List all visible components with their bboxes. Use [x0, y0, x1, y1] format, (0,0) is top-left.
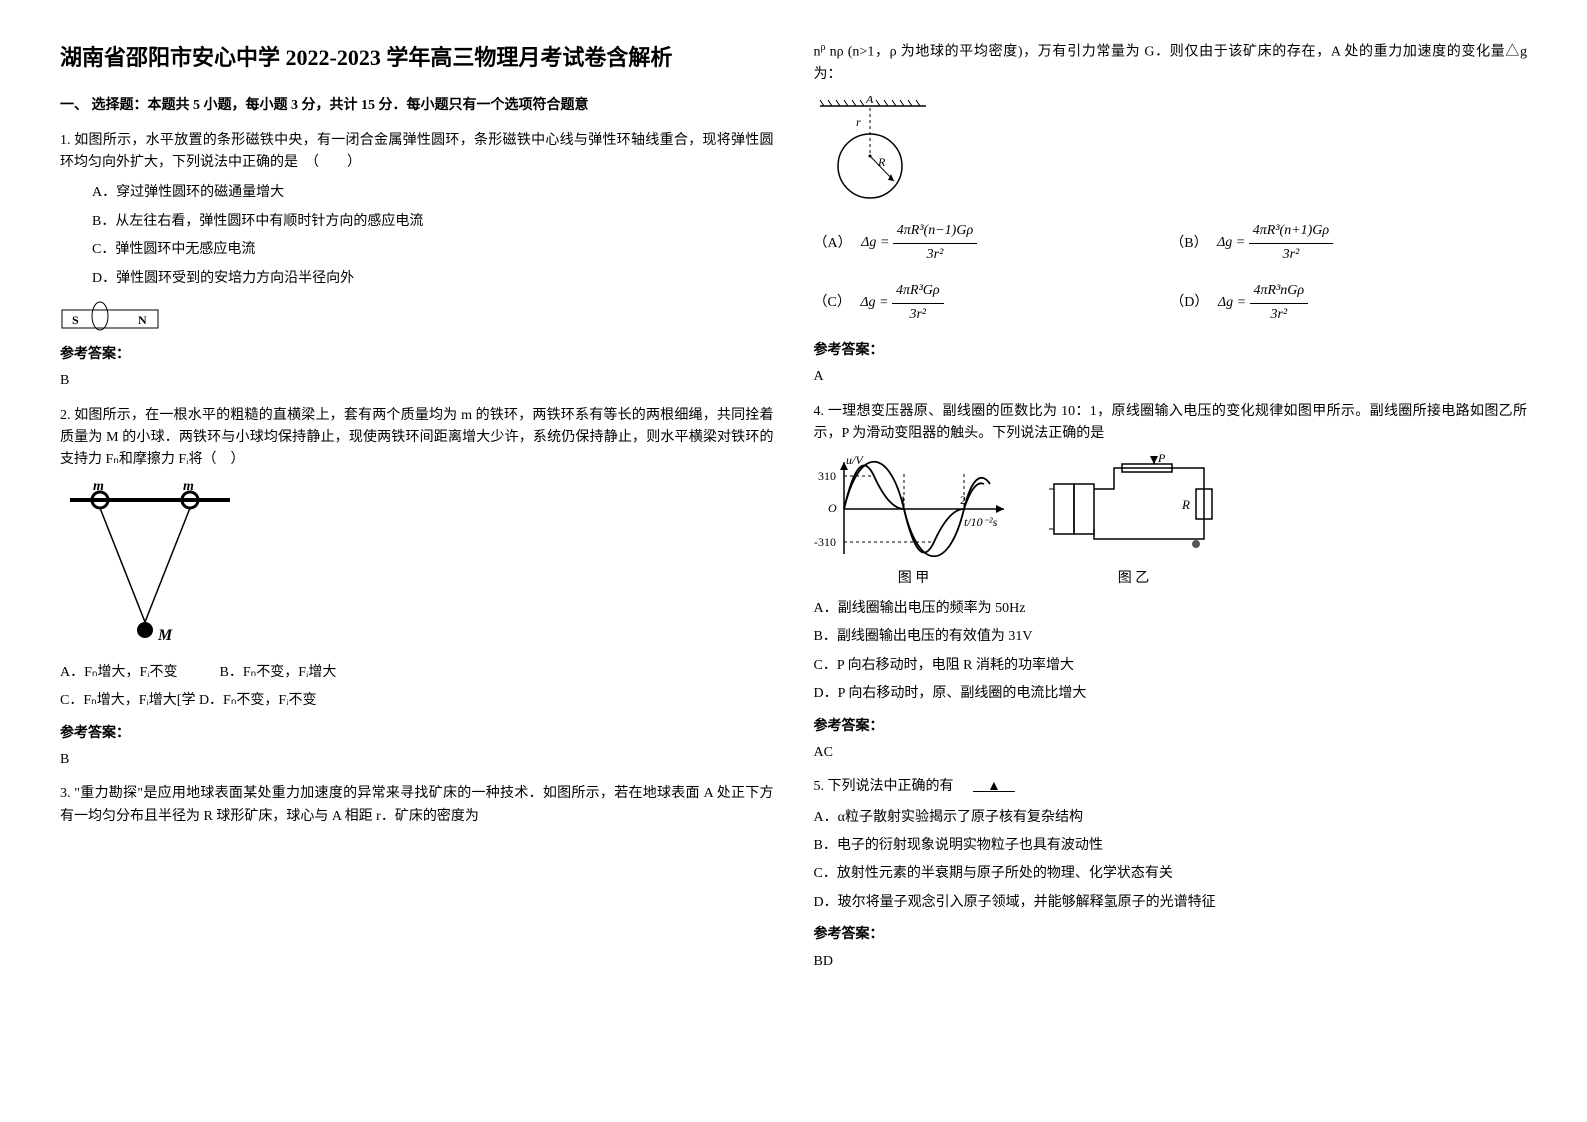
q2-ref-label: 参考答案：	[60, 723, 774, 745]
q3-stem-part2-text: nρ (n>1，ρ 为地球的平均密度)，万有引力常量为 G．则仅由于该矿床的存在…	[814, 45, 1528, 82]
q3-optC-den: 3r²	[892, 304, 944, 326]
q4-answer: AC	[814, 742, 1528, 764]
q3-optB-label: （B）	[1170, 236, 1207, 251]
q5-answer: BD	[814, 951, 1528, 973]
q5-blank-fill: ▲	[987, 779, 1001, 794]
q1-option-d: D．弹性圆环受到的安培力方向沿半径向外	[92, 268, 774, 290]
q4-ref-label: 参考答案：	[814, 716, 1528, 738]
q2-figure: m m M	[60, 482, 774, 652]
q3-optB-num: 4πR³(n+1)Gρ	[1249, 220, 1333, 243]
q3-optA-den: 3r²	[893, 244, 977, 266]
q2-stem: 2. 如图所示，在一根水平的粗糙的直横梁上，套有两个质量均为 m 的铁环，两铁环…	[60, 405, 774, 472]
q4-ytick-pos: 310	[818, 469, 836, 483]
q1-fig-n: N	[138, 313, 147, 327]
q3-delta-c: Δg =	[860, 295, 892, 310]
q3-stem-part1: 3. "重力勘探"是应用地球表面某处重力加速度的异常来寻找矿床的一种技术．如图所…	[60, 783, 774, 828]
q4-xlabel: t/10⁻²s	[964, 515, 998, 529]
q3-frac-a: 4πR³(n−1)Gρ 3r²	[893, 220, 977, 266]
q3-option-d: （D） Δg = 4πR³nGρ 3r²	[1170, 280, 1527, 326]
q3-frac-b: 4πR³(n+1)Gρ 3r²	[1249, 220, 1333, 266]
q2-fig-m1: m	[93, 482, 104, 494]
q1-figure: S N	[60, 300, 774, 334]
q1-stem: 1. 如图所示，水平放置的条形磁铁中央，有一闭合金属弹性圆环，条形磁铁中心线与弹…	[60, 130, 774, 175]
q3-option-a: （A） Δg = 4πR³(n−1)Gρ 3r²	[814, 220, 1171, 266]
q3-optB-den: 3r²	[1249, 244, 1333, 266]
q3-optD-num: 4πR³nGρ	[1250, 280, 1309, 303]
q3-optD-label: （D）	[1170, 295, 1208, 310]
q3-optD-den: 3r²	[1250, 304, 1309, 326]
q3-frac-c: 4πR³Gρ 3r²	[892, 280, 944, 326]
q3-formula-row-1: （A） Δg = 4πR³(n−1)Gρ 3r² （B） Δg = 4πR³(n…	[814, 220, 1528, 266]
q3-optC-num: 4πR³Gρ	[892, 280, 944, 303]
q4-ylabel: u/V	[846, 454, 864, 467]
q3-optA-label: （A）	[814, 236, 852, 251]
q5-ref-label: 参考答案：	[814, 924, 1528, 946]
q5-option-b: B．电子的衍射现象说明实物粒子也具有波动性	[814, 835, 1528, 857]
q1-option-a: A．穿过弹性圆环的磁通量增大	[92, 182, 774, 204]
q5-option-c: C．放射性元素的半衰期与原子所处的物理、化学状态有关	[814, 863, 1528, 885]
q4-origin: O	[828, 501, 837, 515]
q5-option-a: A．α粒子散射实验揭示了原子核有复杂结构	[814, 807, 1528, 829]
q3-delta-b: Δg =	[1217, 236, 1249, 251]
q3-optA-num: 4πR³(n−1)Gρ	[893, 220, 977, 243]
q1-ref-label: 参考答案：	[60, 344, 774, 366]
q2-options-line1: A．Fₙ增大，Fᵢ不变 B．Fₙ不变，Fᵢ增大	[60, 662, 774, 684]
q1-option-c: C．弹性圆环中无感应电流	[92, 239, 774, 261]
q4-caption-yi: 图 乙	[1044, 568, 1224, 590]
q3-fig-big-r: R	[877, 155, 886, 169]
q4-ytick-neg: -310	[814, 535, 836, 549]
q5-option-d: D．玻尔将量子观念引入原子领域，并能够解释氢原子的光谱特征	[814, 892, 1528, 914]
q3-fig-r: r	[856, 115, 861, 129]
q4-circuit-r: R	[1181, 497, 1190, 512]
left-column: 湖南省邵阳市安心中学 2022-2023 学年高三物理月考试卷含解析 一、 选择…	[60, 40, 774, 985]
q4-circuit-p: P	[1157, 454, 1166, 465]
q3-delta-a: Δg =	[861, 236, 893, 251]
q4-option-d: D．P 向右移动时，原、副线圈的电流比增大	[814, 683, 1528, 705]
q1-fig-s: S	[72, 313, 79, 327]
q3-option-c: （C） Δg = 4πR³Gρ 3r²	[814, 280, 1171, 326]
q4-caption-jia: 图 甲	[814, 568, 1014, 590]
q4-stem: 4. 一理想变压器原、副线圈的匝数比为 10：1，原线圈输入电压的变化规律如图甲…	[814, 401, 1528, 446]
page-title: 湖南省邵阳市安心中学 2022-2023 学年高三物理月考试卷含解析	[60, 40, 774, 75]
q3-ref-label: 参考答案：	[814, 340, 1528, 362]
right-column: nρ nρ (n>1，ρ 为地球的平均密度)，万有引力常量为 G．则仅由于该矿床…	[814, 40, 1528, 985]
q5-stem-prefix: 5. 下列说法中正确的有	[814, 779, 958, 794]
q5-blank: ▲	[957, 779, 1031, 794]
q2-answer: B	[60, 749, 774, 771]
q3-delta-d: Δg =	[1218, 295, 1250, 310]
q2-fig-big-m: M	[157, 627, 173, 644]
q4-circuit-yi: P R 图 乙	[1044, 454, 1224, 590]
q5-stem: 5. 下列说法中正确的有 ▲	[814, 776, 1528, 798]
section-1-header: 一、 选择题：本题共 5 小题，每小题 3 分，共计 15 分．每小题只有一个选…	[60, 95, 774, 117]
q1-answer: B	[60, 370, 774, 392]
q3-option-b: （B） Δg = 4πR³(n+1)Gρ 3r²	[1170, 220, 1527, 266]
q3-stem-part2: nρ nρ (n>1，ρ 为地球的平均密度)，万有引力常量为 G．则仅由于该矿床…	[814, 40, 1528, 86]
q3-figure: A r R	[814, 96, 1528, 206]
q3-answer: A	[814, 366, 1528, 388]
q2-fig-m2: m	[183, 482, 194, 494]
q4-figures-row: u/V t/10⁻²s 310 O -310 1 2 图 甲	[814, 454, 1528, 590]
q3-optC-label: （C）	[814, 295, 851, 310]
q2-options-line2: C．Fₙ增大，Fᵢ增大[学 D．Fₙ不变，Fᵢ不变	[60, 690, 774, 712]
q4-option-b: B．副线圈输出电压的有效值为 31V	[814, 626, 1528, 648]
q4-option-a: A．副线圈输出电压的频率为 50Hz	[814, 598, 1528, 620]
q3-frac-d: 4πR³nGρ 3r²	[1250, 280, 1309, 326]
q4-option-c: C．P 向右移动时，电阻 R 消耗的功率增大	[814, 655, 1528, 677]
q1-option-b: B．从左往右看，弹性圆环中有顺时针方向的感应电流	[92, 211, 774, 233]
q3-fig-a: A	[865, 96, 874, 106]
q3-formula-row-2: （C） Δg = 4πR³Gρ 3r² （D） Δg = 4πR³nGρ 3r²	[814, 280, 1528, 326]
q4-chart-jia: u/V t/10⁻²s 310 O -310 1 2 图 甲	[814, 454, 1014, 590]
